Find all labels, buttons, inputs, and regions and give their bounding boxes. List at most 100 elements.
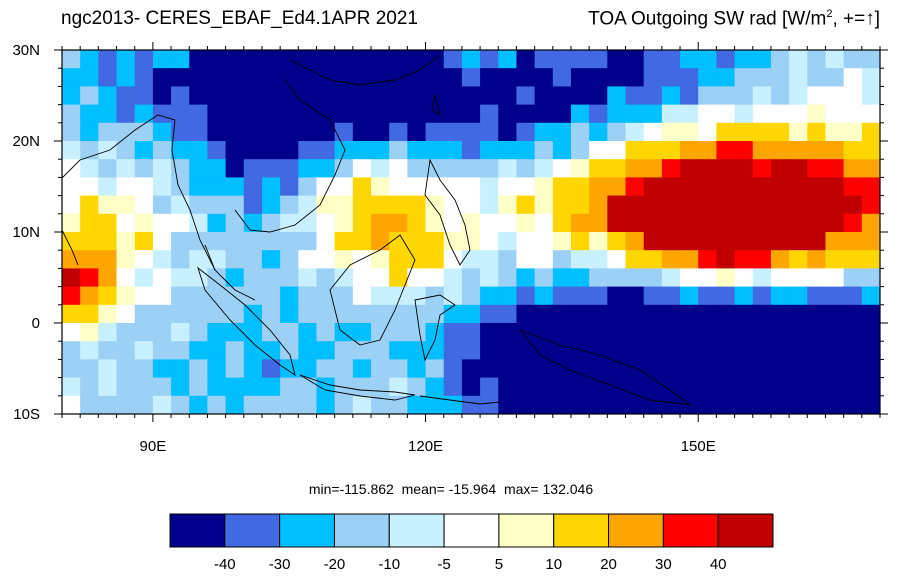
field-cell [825,250,845,269]
field-cell [152,268,172,288]
field-cell [443,323,463,342]
lon-tick-label: 150E [681,438,716,455]
field-cell [461,304,481,324]
field-cell [98,159,118,178]
field-cell [752,122,772,142]
field-cell [789,104,808,124]
field-cell [807,250,827,269]
field-cell [734,159,754,178]
field-cell [443,268,463,288]
field-cell [389,159,408,178]
field-cell [698,141,717,160]
field-cell [643,359,663,379]
field-cell [480,141,499,160]
field-cell [480,159,499,178]
field-cell [389,68,408,87]
field-cell [407,122,427,142]
field-cell [625,122,645,142]
field-cell [134,286,154,306]
field-cell [261,213,281,233]
field-cell [625,286,645,306]
field-cell [570,232,590,251]
field-cell [498,395,518,414]
field-cell [189,359,209,379]
field-cell [570,141,590,160]
field-cell [334,286,354,306]
field-cell [698,286,717,306]
field-cell [607,268,627,288]
field-cell [825,286,845,306]
lat-tick-label: 0 [32,315,40,332]
field-cell [843,304,863,324]
field-cell [371,86,390,106]
field-cell [62,213,81,233]
field-cell [716,304,736,324]
field-cell [280,159,299,178]
field-cell [389,50,408,69]
field-cell [207,50,227,69]
field-cell [407,195,427,215]
field-cell [134,341,154,360]
field-cell [243,104,263,124]
field-cell [334,341,354,360]
field-cell [62,304,81,324]
field-cell [207,213,227,233]
field-cell [734,232,754,251]
field-cell [225,250,245,269]
field-cell [698,377,717,397]
field-cell [498,195,518,215]
field-cell [243,359,263,379]
field-cell [98,177,118,197]
field-cell [552,50,572,69]
field-cell [334,68,354,87]
field-cell [607,86,627,106]
field-cell [316,86,336,106]
field-cell [461,232,481,251]
field-cell [152,104,172,124]
field-cell [371,159,390,178]
field-cell [261,359,281,379]
field-cell [443,68,463,87]
field-cell [189,177,209,197]
field-cell [152,122,172,142]
field-cell [843,323,863,342]
field-cell [698,86,717,106]
field-cell [734,50,754,69]
field-cell [207,341,227,360]
field-cell [407,377,427,397]
field-cell [98,104,118,124]
field-cell [225,104,245,124]
field-cell [352,68,372,87]
colorbar-box [443,513,500,548]
field-cell [371,122,390,142]
field-cell [570,268,590,288]
field-cell [480,250,499,269]
field-cell [134,250,154,269]
field-cell [298,86,318,106]
field-cell [789,50,808,69]
field-cell [443,104,463,124]
field-cell [807,395,827,414]
field-cell [425,68,445,87]
field-cell [643,177,663,197]
colorbar-box [333,513,390,548]
field-cell [734,359,754,379]
field-cell [425,195,445,215]
field-cell [189,268,209,288]
colorbar-box [388,513,445,548]
field-cell [189,250,209,269]
field-cell [352,141,372,160]
field-cell [261,104,281,124]
field-cell [98,395,118,414]
field-cell [770,304,790,324]
field-cell [789,86,808,106]
field-cell [389,104,408,124]
field-cell [152,341,172,360]
field-cell [298,68,318,87]
field-cell [680,250,699,269]
field-cell [534,195,554,215]
field-cell [280,395,299,414]
field-cell [480,323,499,342]
field-cell [280,377,299,397]
